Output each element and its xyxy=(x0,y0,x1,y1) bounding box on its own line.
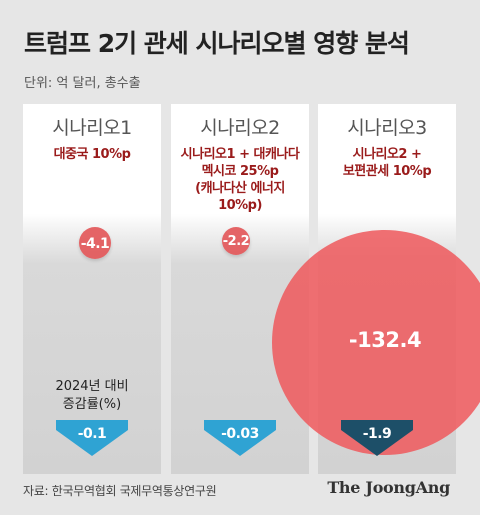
scenario-name-2: 시나리오2 xyxy=(200,117,280,139)
unit-label: 단위: 억 달러, 총수출 xyxy=(24,76,141,91)
growth-value-2: -0.03 xyxy=(221,426,259,442)
impact-bubble-1 xyxy=(79,227,111,259)
scenario-desc-3: 시나리오2 + 보편관세 10%p xyxy=(318,146,456,180)
impact-value-1: -4.1 xyxy=(80,236,110,252)
impact-bubble-3 xyxy=(272,230,480,455)
impact-value-2: -2.2 xyxy=(222,234,250,249)
down-arrow-2 xyxy=(204,420,276,456)
scenario-desc-2-line: 10%p) xyxy=(218,198,262,213)
brand-logo: The JoongAng xyxy=(327,478,450,497)
scenario-desc-2-line: 멕시코 25%p xyxy=(201,164,279,179)
scenario-desc-2-line: (캐나다산 에너지 xyxy=(195,181,285,196)
down-arrow-3 xyxy=(341,420,413,456)
scenario-panel-1 xyxy=(23,104,161,474)
growth-rate-label: 2024년 대비 증감률(%) xyxy=(23,378,161,414)
scenario-name-3: 시나리오3 xyxy=(347,117,427,139)
growth-label-line: 2024년 대비 xyxy=(55,379,129,394)
scenario-desc-3-line: 보편관세 10%p xyxy=(342,164,432,179)
scenario-desc-2-line: 시나리오1 + 대캐나다 xyxy=(180,147,300,162)
scenario-name-1: 시나리오1 xyxy=(52,117,132,139)
growth-value-3: -1.9 xyxy=(362,426,392,442)
impact-value-3: -132.4 xyxy=(348,328,422,352)
growth-label-line: 증감률(%) xyxy=(62,397,122,412)
scenario-desc-2: 시나리오1 + 대캐나다 멕시코 25%p (캐나다산 에너지 10%p) xyxy=(171,146,309,214)
chart-title: 트럼프 2기 관세 시나리오별 영향 분석 xyxy=(24,29,410,58)
down-arrow-1 xyxy=(56,420,128,456)
growth-value-1: -0.1 xyxy=(77,426,107,442)
source-note: 자료: 한국무역협회 국제무역통상연구원 xyxy=(23,484,217,498)
scenario-desc-3-line: 시나리오2 + xyxy=(352,147,422,162)
scenario-desc-1-line: 대중국 10%p xyxy=(53,147,131,162)
scenario-desc-1: 대중국 10%p xyxy=(23,146,161,163)
impact-bubble-2 xyxy=(222,227,250,255)
